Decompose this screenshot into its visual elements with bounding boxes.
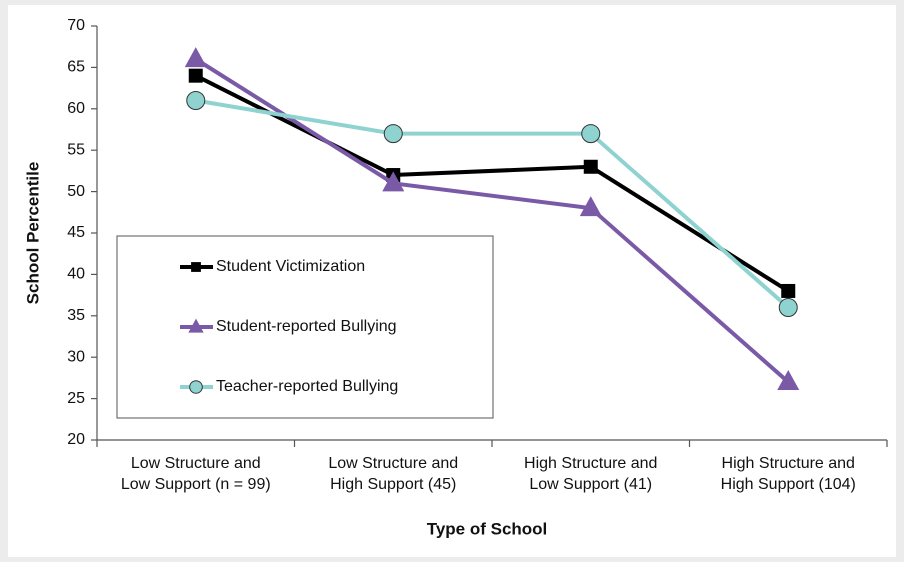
marker: [778, 298, 798, 318]
series-line: [195, 98, 790, 310]
x-tick-label: Low Structure and: [328, 455, 458, 472]
series-line: [194, 57, 790, 384]
x-tick-label: Low Support (n = 99): [121, 476, 271, 493]
marker: [188, 318, 204, 333]
marker: [777, 370, 800, 391]
marker: [781, 283, 796, 298]
x-tick-label: High Support (104): [721, 476, 856, 493]
marker: [188, 68, 203, 83]
x-axis-title: Type of School: [427, 519, 548, 538]
marker: [191, 262, 201, 272]
x-tick-label: High Support (45): [330, 476, 456, 493]
marker: [383, 124, 403, 144]
legend-label: Teacher-reported Bullying: [216, 378, 398, 395]
x-tick-label: High Structure and: [722, 455, 855, 472]
y-tick-label: 50: [67, 183, 85, 200]
marker: [186, 91, 206, 111]
y-tick-label: 25: [67, 390, 85, 407]
y-tick-label: 70: [67, 17, 85, 34]
series-line: [194, 73, 790, 293]
legend-label: Student-reported Bullying: [216, 318, 397, 335]
x-tick-label: High Structure and: [524, 455, 657, 472]
marker: [184, 47, 207, 68]
x-tick-label: Low Structure and: [131, 455, 261, 472]
y-tick-label: 60: [67, 100, 85, 117]
y-tick-label: 65: [67, 59, 85, 76]
y-tick-label: 55: [67, 141, 85, 158]
legend-box: [116, 235, 494, 419]
marker: [579, 196, 602, 217]
marker: [581, 124, 601, 144]
y-tick-label: 45: [67, 224, 85, 241]
y-tick-label: 20: [67, 431, 85, 448]
y-tick-label: 35: [67, 307, 85, 324]
y-axis-title: School Percentile: [23, 162, 42, 305]
legend-label: Student Victimization: [216, 258, 365, 275]
y-tick-label: 30: [67, 348, 85, 365]
x-tick-label: Low Support (41): [529, 476, 652, 493]
y-tick-label: 40: [67, 266, 85, 283]
marker: [583, 159, 598, 174]
marker: [189, 380, 203, 394]
marker: [382, 171, 405, 192]
